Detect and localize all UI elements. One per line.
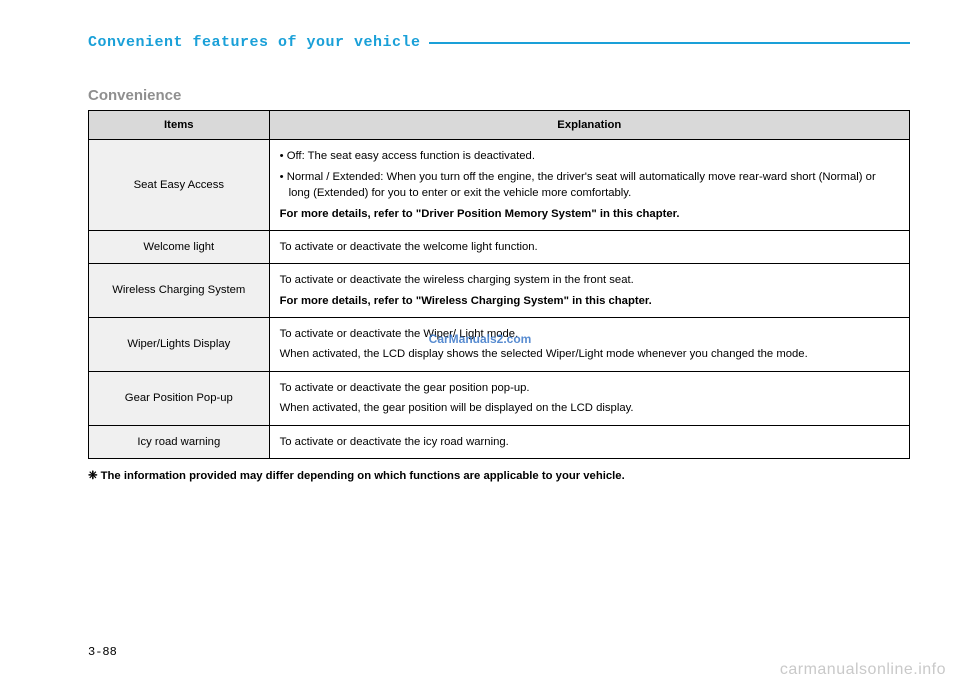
table-row: Welcome light To activate or deactivate t… bbox=[89, 230, 910, 263]
explanation-line: To activate or deactivate the icy road w… bbox=[280, 434, 899, 450]
section-title: Convenience bbox=[88, 87, 910, 104]
explanation-cell: To activate or deactivate the welcome li… bbox=[269, 230, 909, 263]
table-row: Wireless Charging System To activate or d… bbox=[89, 264, 910, 318]
explanation-cell: To activate or deactivate the Wiper/ Lig… bbox=[269, 318, 909, 372]
explanation-cell: To activate or deactivate the wireless c… bbox=[269, 264, 909, 318]
table-row: Gear Position Pop-up To activate or deact… bbox=[89, 371, 910, 425]
explanation-line: For more details, refer to "Driver Posit… bbox=[280, 206, 899, 222]
footnote: ❈ The information provided may differ de… bbox=[88, 469, 910, 482]
item-cell: Gear Position Pop-up bbox=[89, 371, 270, 425]
explanation-line: To activate or deactivate the wireless c… bbox=[280, 272, 899, 288]
item-cell: Wireless Charging System bbox=[89, 264, 270, 318]
table-row: Icy road warning To activate or deactivat… bbox=[89, 425, 910, 458]
explanation-line: When activated, the LCD display shows th… bbox=[280, 346, 899, 362]
chapter-header: Convenient features of your vehicle bbox=[88, 34, 910, 51]
chapter-rule bbox=[429, 42, 910, 44]
table-row: Wiper/Lights Display To activate or deact… bbox=[89, 318, 910, 372]
th-explanation: Explanation bbox=[269, 111, 909, 140]
explanation-line: • Normal / Extended: When you turn off t… bbox=[280, 169, 899, 202]
table-row: Seat Easy Access • Off: The seat easy acc… bbox=[89, 140, 910, 231]
item-cell: Wiper/Lights Display bbox=[89, 318, 270, 372]
item-cell: Seat Easy Access bbox=[89, 140, 270, 231]
explanation-line: • Off: The seat easy access function is … bbox=[280, 148, 899, 164]
page-number: 3-88 bbox=[88, 645, 117, 659]
explanation-line: To activate or deactivate the Wiper/ Lig… bbox=[280, 326, 899, 342]
explanation-line: When activated, the gear position will b… bbox=[280, 400, 899, 416]
explanation-cell: • Off: The seat easy access function is … bbox=[269, 140, 909, 231]
explanation-line: For more details, refer to "Wireless Cha… bbox=[280, 293, 899, 309]
convenience-table: Items Explanation Seat Easy Access • Off:… bbox=[88, 110, 910, 459]
item-cell: Icy road warning bbox=[89, 425, 270, 458]
chapter-title: Convenient features of your vehicle bbox=[88, 34, 421, 51]
explanation-line: To activate or deactivate the gear posit… bbox=[280, 380, 899, 396]
explanation-cell: To activate or deactivate the gear posit… bbox=[269, 371, 909, 425]
explanation-cell: To activate or deactivate the icy road w… bbox=[269, 425, 909, 458]
item-cell: Welcome light bbox=[89, 230, 270, 263]
explanation-line: To activate or deactivate the welcome li… bbox=[280, 239, 899, 255]
watermark-corner: carmanualsonline.info bbox=[780, 661, 946, 679]
th-items: Items bbox=[89, 111, 270, 140]
